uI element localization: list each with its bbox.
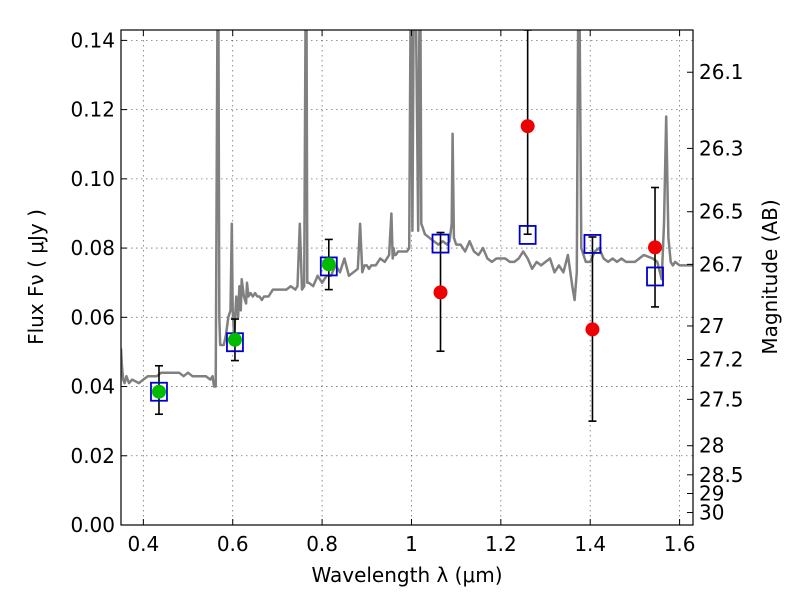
observed-flux-point: [321, 257, 336, 272]
model-photometry-point: [646, 266, 664, 287]
right-tick-label: 26.1: [699, 60, 744, 84]
right-tick-label: 27.2: [699, 348, 744, 372]
right-tick-label: 27: [699, 314, 724, 338]
right-axis-label: Magnitude (AB): [758, 199, 782, 354]
right-tick-label: 28.5: [699, 463, 744, 487]
model-photometry-point: [150, 381, 168, 402]
x-tick-label: 0.4: [127, 532, 159, 556]
y-tick-label: 0.10: [70, 167, 115, 191]
y-tick-label: 0.02: [70, 444, 115, 468]
model-photometry-point: [583, 234, 602, 254]
y-axis-label: Flux Fν ( μJy ): [24, 209, 48, 345]
observed-flux-point: [151, 384, 166, 399]
y-tick-label: 0.06: [70, 305, 115, 329]
right-tick-label: 26.5: [699, 200, 744, 224]
observed-flux-point: [648, 240, 663, 255]
right-tick-label: 26.7: [699, 252, 744, 276]
y-tick-label: 0.00: [70, 513, 115, 537]
y-tick-label: 0.08: [70, 236, 115, 260]
observed-flux-point: [433, 285, 448, 300]
x-tick-label: 1.6: [664, 532, 696, 556]
right-tick-label: 30: [699, 501, 724, 525]
y-tick-label: 0.12: [70, 98, 115, 122]
y-tick-label: 0.04: [70, 375, 115, 399]
observed-flux-point: [520, 119, 535, 134]
observed-flux-point: [585, 322, 600, 337]
axis-ticks: 0.4 0.6 0.8 1 1.2 1.4 1.6 0.00 0.02 0.04 0.06 0.08 0…: [70, 28, 743, 556]
right-tick-label: 29: [699, 482, 724, 506]
right-tick-label: 27.5: [699, 387, 744, 411]
x-axis-label: Wavelength λ (μm): [311, 563, 502, 587]
y-tick-label: 0.14: [70, 28, 115, 52]
observed-flux-point: [227, 332, 242, 347]
x-tick-label: 0.8: [306, 532, 338, 556]
right-tick-label: 26.3: [699, 136, 744, 160]
data-layer: [121, 30, 693, 422]
model-photometry-point: [431, 233, 450, 254]
model-photometry-point: [518, 225, 537, 245]
x-tick-label: 1: [405, 532, 418, 556]
x-tick-label: 1.2: [485, 532, 517, 556]
right-tick-label: 28: [699, 434, 724, 458]
x-tick-label: 1.4: [574, 532, 606, 556]
x-tick-label: 0.6: [217, 532, 249, 556]
plot-frame: [120, 29, 694, 526]
model-spectrum-line: [121, 30, 693, 388]
